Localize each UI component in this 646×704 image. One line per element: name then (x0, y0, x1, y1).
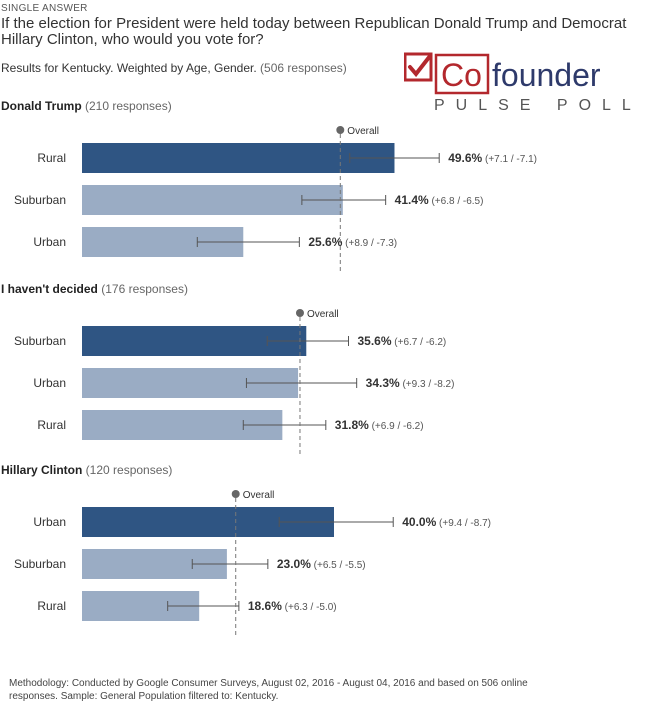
value-margin: (+8.9 / -7.3) (342, 238, 397, 249)
bar (82, 185, 343, 215)
overall-marker-dot (295, 309, 304, 317)
value-label: 31.8% (+6.9 / -6.2) (335, 418, 424, 432)
category-label: Suburban (14, 557, 66, 571)
group-response-count: (176 responses) (98, 282, 188, 296)
category-label: Rural (37, 599, 66, 613)
group-response-count: (120 responses) (82, 463, 172, 477)
value-percent: 35.6% (357, 334, 391, 348)
logo-graphic: Co founder PULSE POLL (404, 52, 642, 114)
group-name: Donald Trump (1, 99, 82, 113)
overall-label: Overall (347, 126, 379, 137)
group-name: I haven't decided (1, 282, 98, 296)
question-line-1: If the election for President were held … (1, 16, 627, 32)
bar (82, 143, 395, 173)
value-label: 41.4% (+6.8 / -6.5) (395, 193, 484, 207)
question-type-label: SINGLE ANSWER (1, 3, 88, 14)
subtitle-text: Results for Kentucky. Weighted by Age, G… (1, 61, 257, 75)
category-label: Rural (37, 151, 66, 165)
checkbox-icon (404, 52, 433, 82)
value-margin: (+9.3 / -8.2) (400, 379, 455, 390)
group-title: Donald Trump (210 responses) (1, 99, 172, 113)
value-percent: 31.8% (335, 418, 369, 432)
value-label: 49.6% (+7.1 / -7.1) (448, 151, 537, 165)
logo-co-text: Co (441, 57, 482, 93)
value-label: 35.6% (+6.7 / -6.2) (357, 334, 446, 348)
value-margin: (+6.8 / -6.5) (429, 196, 484, 207)
logo-tagline-text: PULSE POLL (434, 97, 642, 114)
category-label: Rural (37, 418, 66, 432)
value-percent: 23.0% (277, 557, 311, 571)
results-subtitle: Results for Kentucky. Weighted by Age, G… (1, 61, 347, 75)
value-margin: (+6.5 / -5.5) (311, 560, 366, 571)
question-text: If the election for President were held … (1, 16, 646, 48)
question-line-2: Hillary Clinton, who would you vote for? (1, 31, 264, 48)
value-label: 25.6% (+8.9 / -7.3) (308, 235, 397, 249)
overall-label: Overall (243, 490, 275, 501)
group-response-count: (210 responses) (82, 99, 172, 113)
group-title: I haven't decided (176 responses) (1, 282, 188, 296)
value-label: 40.0% (+9.4 / -8.7) (402, 515, 491, 529)
value-percent: 18.6% (248, 599, 282, 613)
value-percent: 41.4% (395, 193, 429, 207)
group-name: Hillary Clinton (1, 463, 82, 477)
cofounder-pulse-poll-logo: Co founder PULSE POLL (404, 52, 644, 116)
group-title: Hillary Clinton (120 responses) (1, 463, 172, 477)
value-label: 34.3% (+9.3 / -8.2) (366, 376, 455, 390)
overall-marker-dot (231, 490, 240, 498)
overall-label: Overall (307, 309, 339, 320)
category-label: Urban (33, 376, 66, 390)
value-percent: 25.6% (308, 235, 342, 249)
value-margin: (+7.1 / -7.1) (482, 154, 537, 165)
value-margin: (+6.7 / -6.2) (392, 337, 447, 348)
category-label: Urban (33, 235, 66, 249)
results-chart: Donald Trump (210 responses) Overall Rural… (1, 99, 537, 635)
value-label: 23.0% (+6.5 / -5.5) (277, 557, 366, 571)
logo-co-box (434, 53, 490, 95)
overall-marker-dot (336, 126, 345, 134)
category-label: Suburban (14, 193, 66, 207)
value-percent: 34.3% (366, 376, 400, 390)
value-percent: 49.6% (448, 151, 482, 165)
methodology-note: Methodology: Conducted by Google Consume… (9, 678, 528, 702)
category-label: Urban (33, 515, 66, 529)
value-label: 18.6% (+6.3 / -5.0) (248, 599, 337, 613)
value-percent: 40.0% (402, 515, 436, 529)
value-margin: (+6.9 / -6.2) (369, 421, 424, 432)
subtitle-response-count: (506 responses) (260, 61, 347, 75)
value-margin: (+9.4 / -8.7) (436, 518, 491, 529)
checkmark-icon (408, 54, 432, 78)
value-margin: (+6.3 / -5.0) (282, 602, 337, 613)
logo-founder-text: founder (492, 57, 601, 93)
category-label: Suburban (14, 334, 66, 348)
